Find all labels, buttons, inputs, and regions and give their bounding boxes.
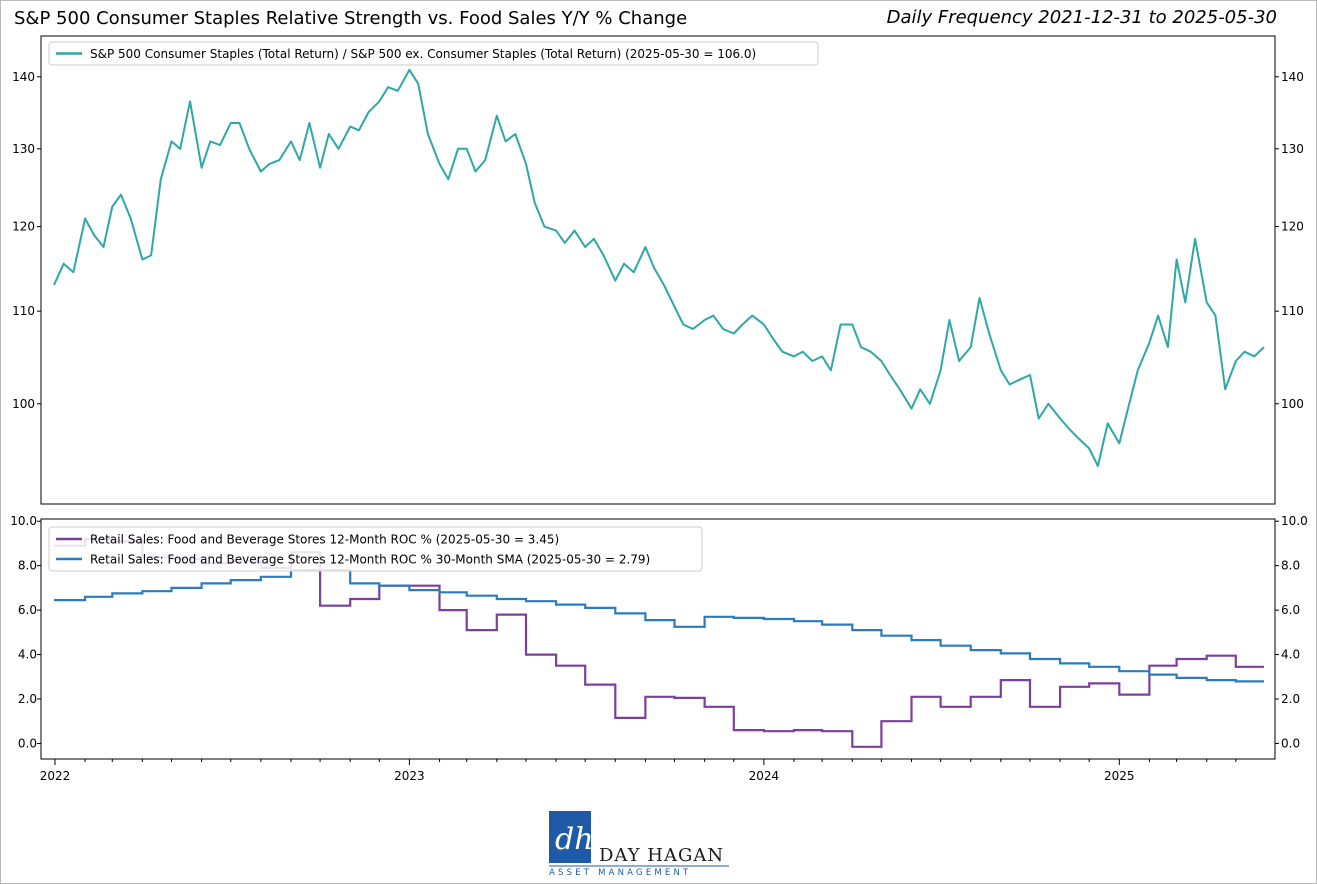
series-line-relative-strength <box>53 68 1265 467</box>
bottom-ytick-label-left: 4.0 <box>18 648 37 662</box>
top-ytick-label-left: 110 <box>12 304 35 318</box>
chart-date-range: Daily Frequency 2021-12-31 to 2025-05-30 <box>886 7 1277 28</box>
top-legend-box <box>48 41 819 66</box>
bottom-panel-frame <box>40 518 1276 760</box>
top-ytick-label-right: 100 <box>1281 397 1304 411</box>
bottom-ytick-label-right: 10.0 <box>1281 514 1308 528</box>
top-ytick-label-left: 120 <box>12 220 35 234</box>
chart-title: S&P 500 Consumer Staples Relative Streng… <box>14 8 688 29</box>
top-ytick-label-left: 100 <box>12 397 35 411</box>
x-axis: 2022 2023 2024 2025 <box>40 759 1237 783</box>
xtick-label: 2025 <box>1104 769 1135 783</box>
top-ytick-label-right: 120 <box>1281 220 1304 234</box>
bottom-ytick-label-left: 0.0 <box>18 736 37 750</box>
bottom-legend: Retail Sales: Food and Beverage Stores 1… <box>48 526 703 572</box>
bottom-ytick-label-left: 2.0 <box>18 692 37 706</box>
top-ytick-label-left: 130 <box>12 142 35 156</box>
day-hagan-logo: dh DAY HAGAN ASSET MANAGEMENT <box>549 811 729 878</box>
bottom-ytick-label-right: 8.0 <box>1281 559 1300 573</box>
logo-monogram-block <box>549 811 591 863</box>
bottom-ytick-label-left: 8.0 <box>18 559 37 573</box>
xtick-label: 2022 <box>40 769 71 783</box>
bottom-legend-box <box>48 526 703 572</box>
bottom-ytick-label-left: 10.0 <box>10 514 37 528</box>
top-y-axis: 100 100 110 110 120 120 130 130 140 140 <box>12 70 1304 411</box>
top-panel: 100 100 110 110 120 120 130 130 140 140 S&P 500 C… <box>12 35 1304 505</box>
bottom-ytick-label-right: 0.0 <box>1281 736 1300 750</box>
top-ytick-label-right: 130 <box>1281 142 1304 156</box>
top-ytick-label-right: 110 <box>1281 304 1304 318</box>
bottom-ytick-label-right: 4.0 <box>1281 648 1300 662</box>
logo-tagline: ASSET MANAGEMENT <box>549 868 691 878</box>
legend-label-roc: Retail Sales: Food and Beverage Stores 1… <box>90 533 559 547</box>
legend-label-sma: Retail Sales: Food and Beverage Stores 1… <box>90 553 650 567</box>
logo-monogram: dh <box>555 822 594 857</box>
bottom-ytick-label-right: 2.0 <box>1281 692 1300 706</box>
bottom-ytick-label-left: 6.0 <box>18 603 37 617</box>
top-panel-frame <box>40 35 1276 505</box>
xtick-label: 2024 <box>749 769 780 783</box>
logo-company-name: DAY HAGAN <box>599 845 724 866</box>
bottom-y-axis: 0.0 0.0 2.0 2.0 4.0 4.0 6.0 6.0 8.0 8.0 10.0 10.0 <box>10 514 1307 750</box>
xtick-label: 2023 <box>394 769 425 783</box>
top-series-group <box>53 68 1265 467</box>
series-line-sma <box>54 568 1264 683</box>
top-legend: S&P 500 Consumer Staples (Total Return) … <box>48 41 819 66</box>
top-ytick-label-left: 140 <box>12 70 35 84</box>
legend-label-relative-strength: S&P 500 Consumer Staples (Total Return) … <box>90 47 756 61</box>
top-ytick-label-right: 140 <box>1281 70 1304 84</box>
bottom-ytick-label-right: 6.0 <box>1281 603 1300 617</box>
bottom-panel: 0.0 0.0 2.0 2.0 4.0 4.0 6.0 6.0 8.0 8.0 10.0 10.0 2… <box>10 514 1307 783</box>
